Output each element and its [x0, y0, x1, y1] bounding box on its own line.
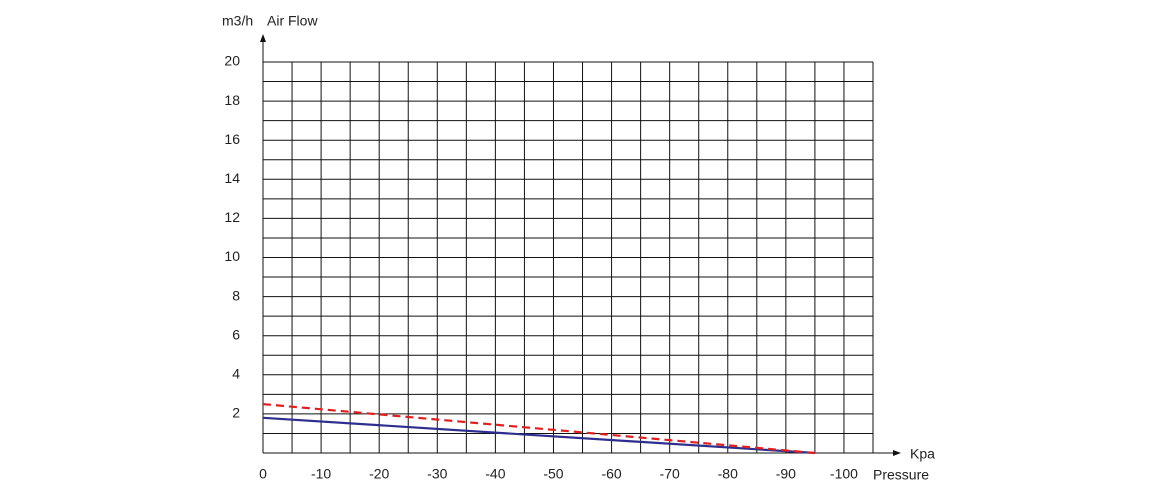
y-axis-label: Air Flow — [267, 13, 318, 29]
y-tick-label: 10 — [224, 248, 240, 264]
series-line — [262, 416, 815, 455]
y-tick-label: 2 — [232, 405, 240, 421]
y-tick-label: 12 — [224, 209, 240, 225]
x-tick-label: -40 — [485, 466, 505, 482]
y-axis-arrow — [260, 34, 266, 42]
x-tick-label: -70 — [660, 466, 680, 482]
x-axis-arrow — [893, 450, 901, 456]
x-axis-label: Pressure — [873, 467, 929, 483]
series-line — [262, 403, 816, 455]
y-tick-label: 4 — [232, 366, 240, 382]
y-tick-label: 8 — [232, 287, 240, 303]
x-tick-label: -100 — [830, 466, 858, 482]
x-tick-label: 0 — [259, 466, 267, 482]
x-tick-label: -80 — [718, 466, 738, 482]
x-tick-label: -20 — [369, 466, 389, 482]
x-tick-label: -90 — [776, 466, 796, 482]
y-tick-label: 16 — [224, 131, 240, 147]
x-tick-label: -60 — [601, 466, 621, 482]
y-tick-label: 14 — [224, 170, 240, 186]
x-unit: Kpa — [910, 446, 935, 462]
y-tick-label: 20 — [224, 53, 240, 69]
x-tick-label: -10 — [311, 466, 331, 482]
y-unit: m3/h — [222, 13, 253, 29]
x-tick-label: -50 — [543, 466, 563, 482]
y-tick-label: 6 — [232, 326, 240, 342]
y-tick-label: 18 — [224, 92, 240, 108]
x-tick-label: -30 — [427, 466, 447, 482]
